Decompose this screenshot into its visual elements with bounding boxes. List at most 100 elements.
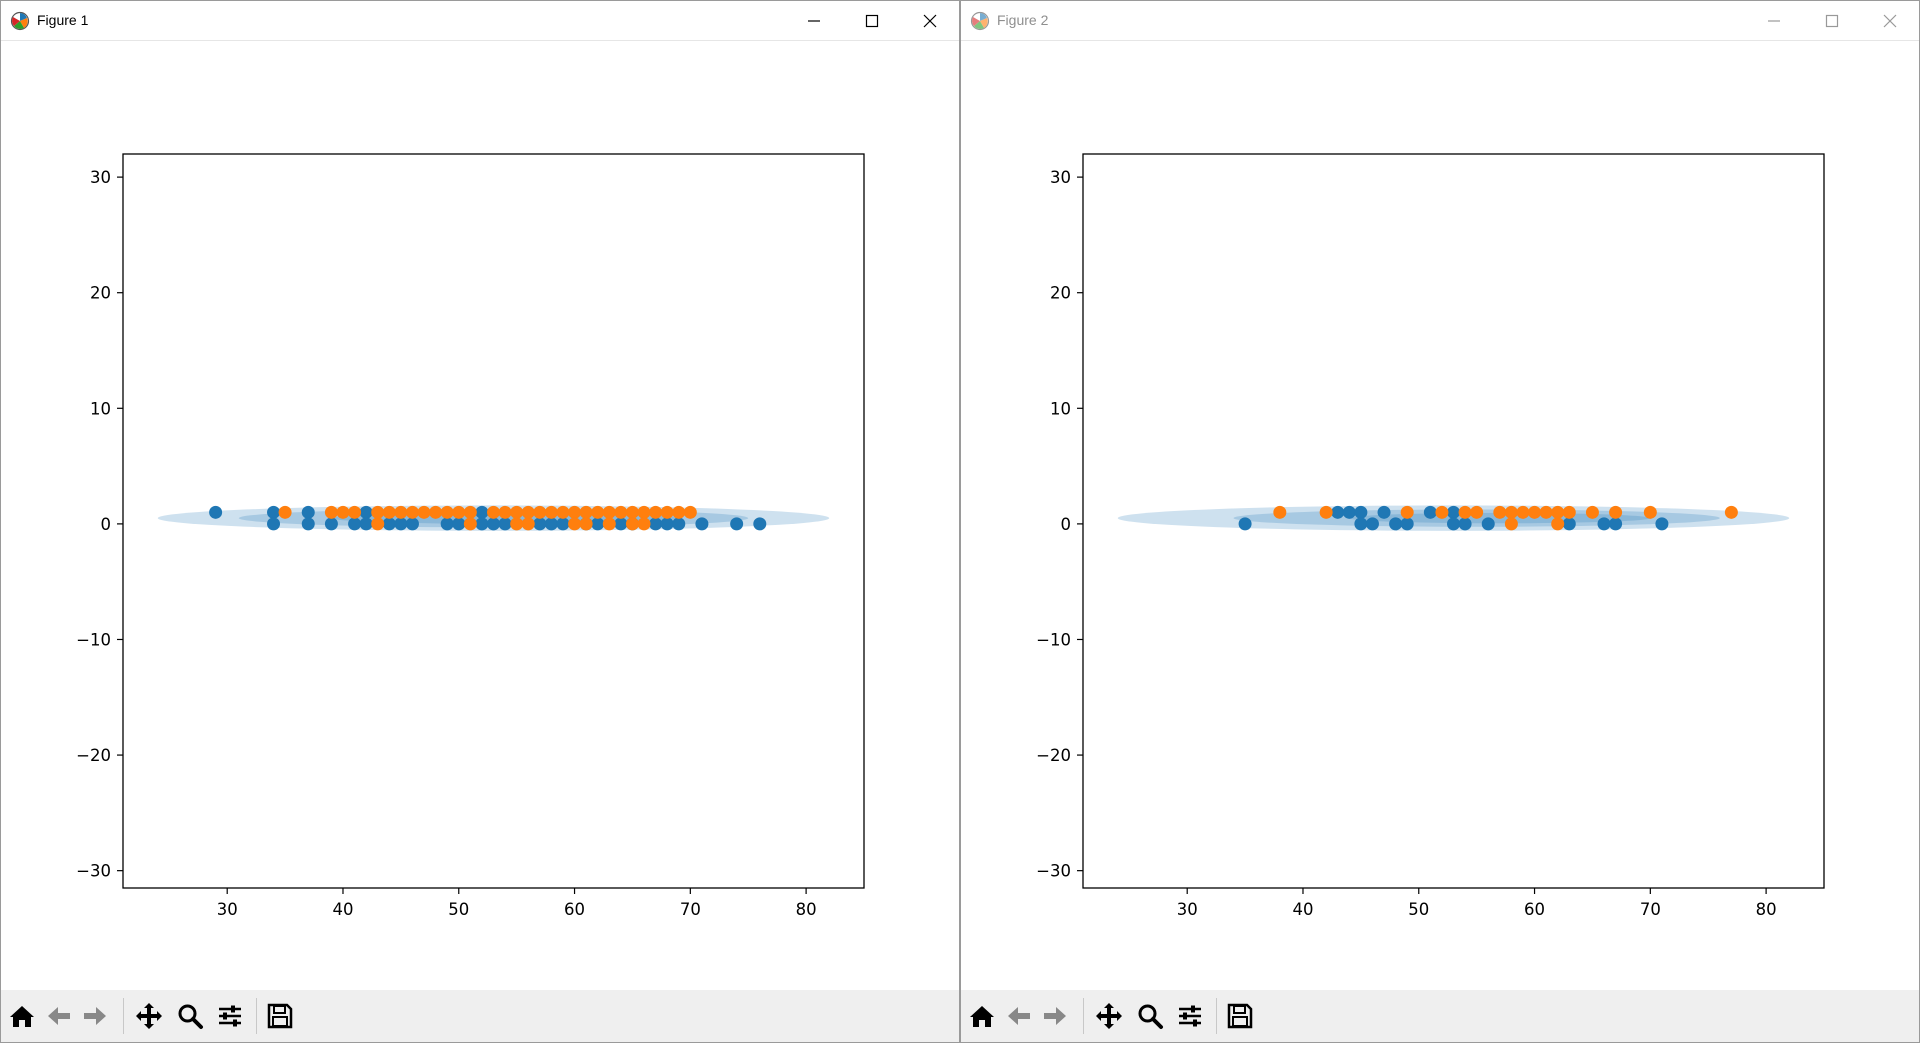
home-icon	[970, 1006, 994, 1027]
scatter-point-series-1	[1551, 517, 1565, 531]
zoom-icon	[178, 1004, 203, 1029]
scatter-point-series-0	[591, 517, 605, 531]
scatter-point-series-1	[371, 505, 385, 519]
x-tick-label: 50	[448, 900, 469, 919]
close-button[interactable]	[1861, 1, 1919, 40]
scatter-point-series-1	[649, 505, 663, 519]
y-tick-label: −30	[76, 862, 111, 881]
configure-subplots-button[interactable]	[214, 1000, 246, 1032]
scatter-point-series-0	[1365, 517, 1379, 531]
x-tick-label: 30	[1177, 900, 1198, 919]
scatter-point-series-0	[1354, 517, 1368, 531]
back-button[interactable]	[1003, 1000, 1035, 1032]
y-tick-label: −20	[76, 746, 111, 765]
scatter-point-series-1	[637, 517, 651, 531]
scatter-point-series-1	[521, 517, 535, 531]
pan-button[interactable]	[133, 1000, 165, 1032]
scatter-point-series-1	[463, 517, 477, 531]
scatter-point-series-0	[753, 517, 767, 531]
scatter-point-series-1	[1400, 505, 1414, 519]
scatter-point-series-0	[730, 517, 744, 531]
scatter-point-series-0	[533, 517, 547, 531]
x-tick-label: 40	[332, 900, 353, 919]
scatter-point-series-0	[452, 517, 466, 531]
scatter-point-series-1	[1551, 505, 1565, 519]
scatter-point-series-1	[1470, 505, 1484, 519]
scatter-point-series-1	[568, 505, 582, 519]
scatter-point-series-1	[498, 505, 512, 519]
scatter-point-series-0	[301, 505, 315, 519]
scatter-point-series-1	[278, 505, 292, 519]
matplotlib-logo-icon	[970, 11, 990, 31]
scatter-point-series-0	[1342, 505, 1356, 519]
scatter-point-series-0	[1458, 517, 1472, 531]
x-tick-label: 40	[1292, 900, 1313, 919]
back-icon	[48, 1007, 70, 1025]
scatter-point-series-1	[1516, 505, 1530, 519]
scatter-point-series-1	[452, 505, 466, 519]
scatter-point-series-1	[568, 517, 582, 531]
minimize-button[interactable]	[1745, 1, 1803, 40]
scatter-point-series-1	[417, 505, 431, 519]
forward-button[interactable]	[1039, 1000, 1071, 1032]
save-button[interactable]	[264, 1000, 296, 1032]
maximize-button[interactable]	[843, 1, 901, 40]
configure-subplots-icon	[1179, 1005, 1201, 1027]
home-button[interactable]	[6, 1000, 38, 1032]
toolbar-separator	[256, 998, 257, 1034]
scatter-point-series-1	[1585, 505, 1599, 519]
pan-button[interactable]	[1093, 1000, 1125, 1032]
close-icon	[1883, 14, 1897, 27]
save-button[interactable]	[1224, 1000, 1256, 1032]
scatter-point-series-0	[267, 517, 281, 531]
scatter-point-series-1	[1562, 505, 1576, 519]
scatter-point-series-0	[359, 517, 373, 531]
maximize-button[interactable]	[1803, 1, 1861, 40]
navigation-toolbar	[1, 990, 959, 1042]
zoom-button[interactable]	[1134, 1000, 1166, 1032]
close-button[interactable]	[901, 1, 959, 40]
forward-button[interactable]	[79, 1000, 111, 1032]
minimize-button[interactable]	[785, 1, 843, 40]
scatter-point-series-1	[510, 517, 524, 531]
save-icon	[267, 1003, 293, 1029]
configure-subplots-button[interactable]	[1174, 1000, 1206, 1032]
home-icon	[10, 1006, 34, 1027]
y-tick-label: −10	[76, 630, 111, 649]
back-button[interactable]	[43, 1000, 75, 1032]
scatter-point-series-0	[475, 505, 489, 519]
x-tick-label: 30	[217, 900, 238, 919]
y-tick-label: 20	[1050, 284, 1071, 303]
scatter-point-series-0	[1655, 517, 1669, 531]
scatter-point-series-0	[649, 517, 663, 531]
toolbar-separator	[123, 998, 124, 1034]
scatter-point-series-0	[440, 517, 454, 531]
scatter-point-series-0	[660, 517, 674, 531]
maximize-icon	[1825, 14, 1839, 27]
scatter-point-series-0	[1423, 505, 1437, 519]
y-tick-label: 30	[1050, 168, 1071, 187]
scatter-point-series-1	[487, 505, 500, 519]
scatter-point-series-0	[498, 517, 512, 531]
y-tick-label: 0	[101, 515, 112, 534]
title-bar[interactable]: Figure 1	[1, 1, 959, 41]
x-tick-label: 70	[1640, 900, 1661, 919]
minimize-icon	[808, 19, 820, 22]
scatter-point-series-1	[533, 505, 547, 519]
scatter-point-series-0	[1238, 517, 1252, 531]
scatter-point-series-0	[1354, 505, 1368, 519]
axes-frame	[122, 153, 865, 889]
scatter-point-series-0	[544, 517, 558, 531]
scatter-point-series-1	[602, 505, 616, 519]
scatter-plot[interactable]: 30 40 50 60 70 80 30 20 10 0 −10 −20 −30	[961, 41, 1919, 991]
title-bar[interactable]: Figure 2	[961, 1, 1919, 41]
scatter-point-series-0	[405, 517, 419, 531]
maximize-icon	[865, 14, 879, 27]
x-tick-label: 80	[1756, 900, 1777, 919]
zoom-button[interactable]	[174, 1000, 206, 1032]
scatter-point-series-0	[324, 517, 338, 531]
scatter-plot[interactable]: 30 40 50 60 70 80 30 20 10 0 −10 −20 −30	[1, 41, 959, 991]
scatter-point-series-1	[1458, 505, 1472, 519]
home-button[interactable]	[966, 1000, 998, 1032]
scatter-point-series-1	[544, 505, 558, 519]
